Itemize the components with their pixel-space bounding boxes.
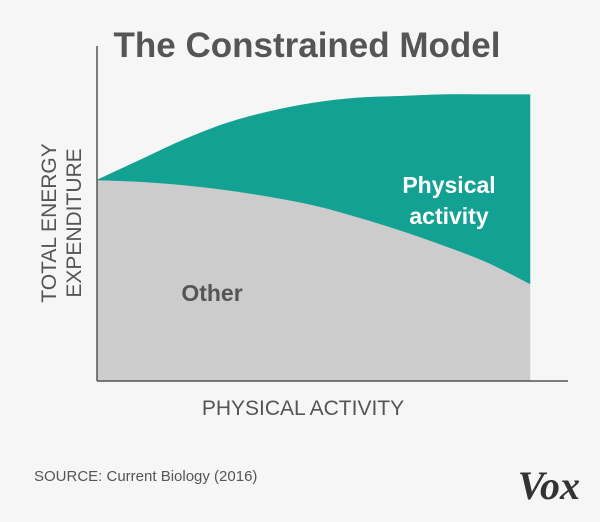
series-label-physical-activity-line2: activity (409, 203, 488, 229)
chart-title: The Constrained Model (114, 26, 501, 65)
vox-logo: Vox (518, 463, 580, 508)
series-label-physical-activity-line1: Physical (402, 172, 495, 198)
area-physical-activity (96, 94, 531, 285)
y-axis-label-group: TOTAL ENERGY EXPENDITURE (38, 143, 86, 302)
y-axis-label-line1: TOTAL ENERGY (38, 143, 61, 302)
x-axis-label: PHYSICAL ACTIVITY (202, 397, 404, 420)
y-axis-label-line2: EXPENDITURE (63, 148, 86, 297)
source-note: SOURCE: Current Biology (2016) (34, 468, 257, 485)
series-label-other: Other (181, 280, 242, 306)
